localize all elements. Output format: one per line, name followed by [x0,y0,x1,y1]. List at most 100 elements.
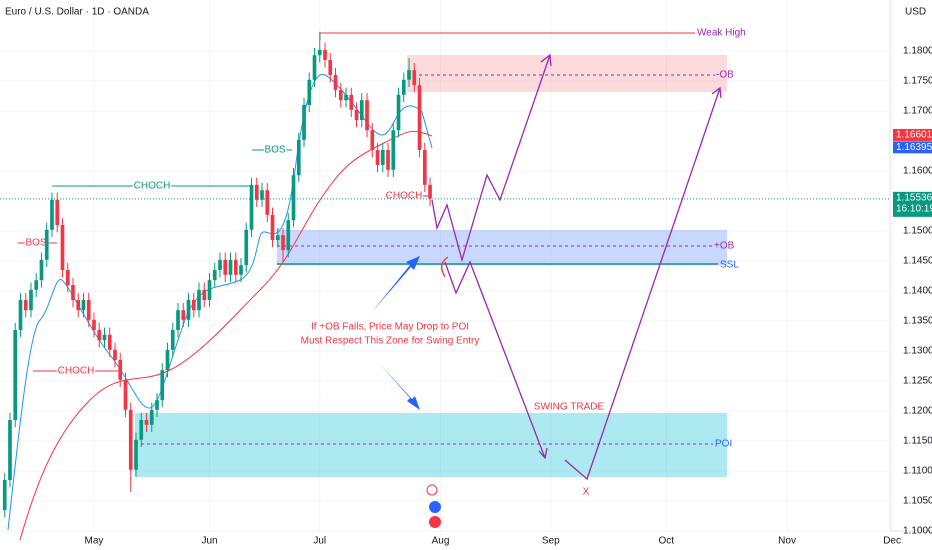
projection-arrow [540,53,552,67]
x-tick-label: Jun [201,536,217,547]
choch-label: CHOCH [386,191,423,202]
event-icon[interactable] [426,484,438,496]
candle-body [386,150,390,170]
last-price-label: 1.15536 [896,192,932,203]
candle-body [144,420,149,425]
price-label: 1.16395 [896,142,932,153]
chart-title: Euro / U.S. Dollar · 1D · OANDA [5,7,149,18]
candle-body [260,190,264,200]
candle-body [302,105,306,140]
x-label: X [583,487,590,498]
candle-body [265,190,270,215]
y-tick-label: 1.15000 [903,226,932,237]
candle-body [202,289,207,300]
candle-body [160,370,165,401]
ob-label: +OB [714,241,735,252]
candle-body [97,330,102,341]
candle-body [207,280,212,300]
candle-body [275,235,280,240]
candle-body [2,480,7,510]
candle-body [380,150,385,165]
choch-label: CHOCH [58,366,95,377]
poi-zone [135,413,727,477]
candle-body [239,265,243,275]
candle-body [412,70,417,86]
candle-body [134,439,138,470]
candle-body [281,235,285,251]
y-tick-label: 1.12000 [903,406,932,417]
candle-body [375,150,380,165]
projection-path [564,87,721,481]
candle-body [296,139,301,176]
candle-body [29,289,33,311]
candle-body [18,300,23,330]
candle-body [333,75,338,90]
event-icon[interactable] [429,516,441,528]
candle-body [354,109,359,120]
x-tick-label: Sep [542,536,560,547]
note-text: If +OB Fails, Price May Drop to POI [311,322,469,333]
candle-body [71,285,75,300]
y-tick-label: 1.14500 [903,256,932,267]
y-tick-label: 1.17500 [903,76,932,87]
candle-body [391,130,396,170]
x-tick-label: Dec [883,536,901,547]
candle-body [365,100,369,131]
candle-body [323,49,327,60]
candle-body [197,289,201,311]
candle-body [349,94,354,110]
candle-body [176,310,180,330]
candle-body [8,420,12,480]
candle-body [128,409,133,470]
choch-label: CHOCH [134,181,171,192]
grid [0,0,893,532]
candle-body [317,49,322,56]
candle-body [170,330,175,350]
note-text: Must Respect This Zone for Swing Entry [301,336,480,347]
candles [2,31,432,518]
candle-body [328,60,333,75]
candle-body [155,400,159,410]
y-tick-label: 1.13000 [903,346,932,357]
projection-path [431,54,551,263]
candle-body [165,349,170,371]
event-icon[interactable] [429,501,441,513]
projection-path [444,260,546,459]
candle-body [396,94,401,131]
ma-slow [19,130,433,541]
axes: 1.10000 1.10500 1.11000 1.11500 1.12000 1.125… [85,46,932,547]
candle-body [344,94,348,101]
candle-body [338,90,343,101]
candle-body [55,199,60,225]
candle-body [223,259,228,275]
candle-body [212,270,217,281]
candle-body [307,79,312,105]
price-label-box [893,141,932,154]
ob-zone-top [407,55,727,92]
y-tick-label: 1.10500 [903,496,932,507]
candle-body [65,270,70,285]
bos-label: BOS [264,145,285,156]
candle-body [139,420,144,440]
ob-label: -OB [716,70,734,81]
candle-body [107,334,112,350]
ssl-label: SSL [720,260,739,271]
y-tick-label: 1.14000 [903,286,932,297]
candle-body [244,229,249,266]
candle-body [39,259,44,281]
arrow-up [372,256,420,312]
candle-body [60,225,65,270]
candle-body [228,259,233,275]
bos-label: BOS [25,238,46,249]
candle-body [102,334,107,341]
y-tick-label: 1.11500 [903,436,932,447]
candle-body [81,300,86,311]
candle-body [249,184,254,230]
candle-body [76,300,81,311]
x-tick-label: Jul [313,536,326,547]
last-price-box [893,191,932,217]
ma-fast [7,73,433,531]
price-label-box [893,128,932,141]
currency-label: USD [905,7,926,18]
